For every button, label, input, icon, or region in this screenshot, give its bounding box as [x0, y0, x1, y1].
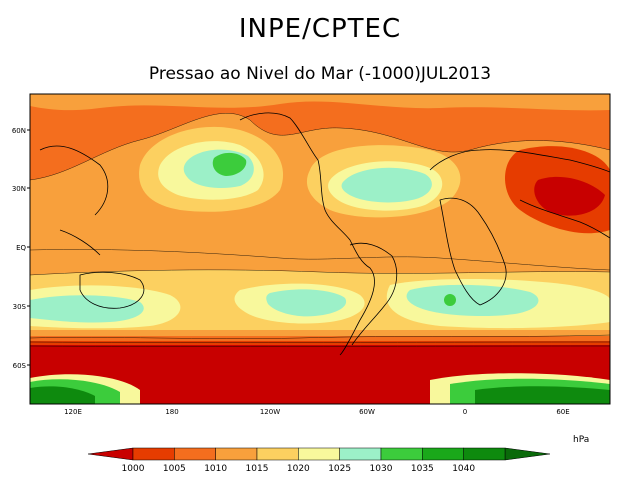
colorbar-left-arrow: [87, 447, 134, 461]
colorbar-level-label: 1040: [452, 464, 475, 474]
colorbar-right-arrow: [504, 447, 551, 461]
latitude-axis: 60N 30N EQ 30S 60S: [12, 127, 30, 370]
lon-tick: 120E: [64, 408, 82, 416]
colorbar-swatch: [215, 447, 258, 461]
lon-tick: 60E: [556, 408, 569, 416]
colorbar: hPa 1000 1005 1010 1015 1020 1025 1030 1035 1040: [87, 435, 589, 474]
map-subtitle: Pressao ao Nivel do Mar (-1000)JUL2013: [148, 64, 492, 84]
coastlines: [39, 112, 610, 356]
colorbar-swatch: [132, 447, 175, 461]
lat-tick: EQ: [16, 244, 26, 252]
longitude-axis: 120E 180 120W 60W 0 60E: [64, 408, 570, 416]
colorbar-level-label: 1000: [122, 464, 145, 474]
colorbar-swatch: [380, 447, 423, 461]
colorbar-level-label: 1010: [204, 464, 227, 474]
colorbar-swatch: [174, 447, 216, 461]
colorbar-level-label: 1025: [328, 464, 351, 474]
lon-tick: 120W: [260, 408, 280, 416]
colorbar-level-label: 1020: [287, 464, 310, 474]
colorbar-swatch: [298, 447, 340, 461]
colorbar-swatch: [339, 447, 382, 461]
page-title: INPE/CPTEC: [238, 14, 402, 44]
lat-tick: 60S: [13, 362, 27, 370]
colorbar-swatch: [422, 447, 464, 461]
colorbar-level-label: 1035: [411, 464, 434, 474]
lon-tick: 180: [165, 408, 178, 416]
colorbar-level-label: 1005: [163, 464, 186, 474]
lat-tick: 60N: [12, 127, 26, 135]
colorbar-swatch: [256, 447, 299, 461]
lon-tick: 0: [463, 408, 467, 416]
colorbar-swatch: [463, 447, 506, 461]
pressure-field: [30, 94, 610, 404]
lat-tick: 30N: [12, 185, 26, 193]
colorbar-level-label: 1015: [246, 464, 269, 474]
map-border: [29, 93, 611, 405]
lat-tick: 30S: [13, 303, 27, 311]
colorbar-level-label: 1030: [370, 464, 393, 474]
colorbar-unit: hPa: [573, 435, 589, 445]
lon-tick: 60W: [359, 408, 375, 416]
